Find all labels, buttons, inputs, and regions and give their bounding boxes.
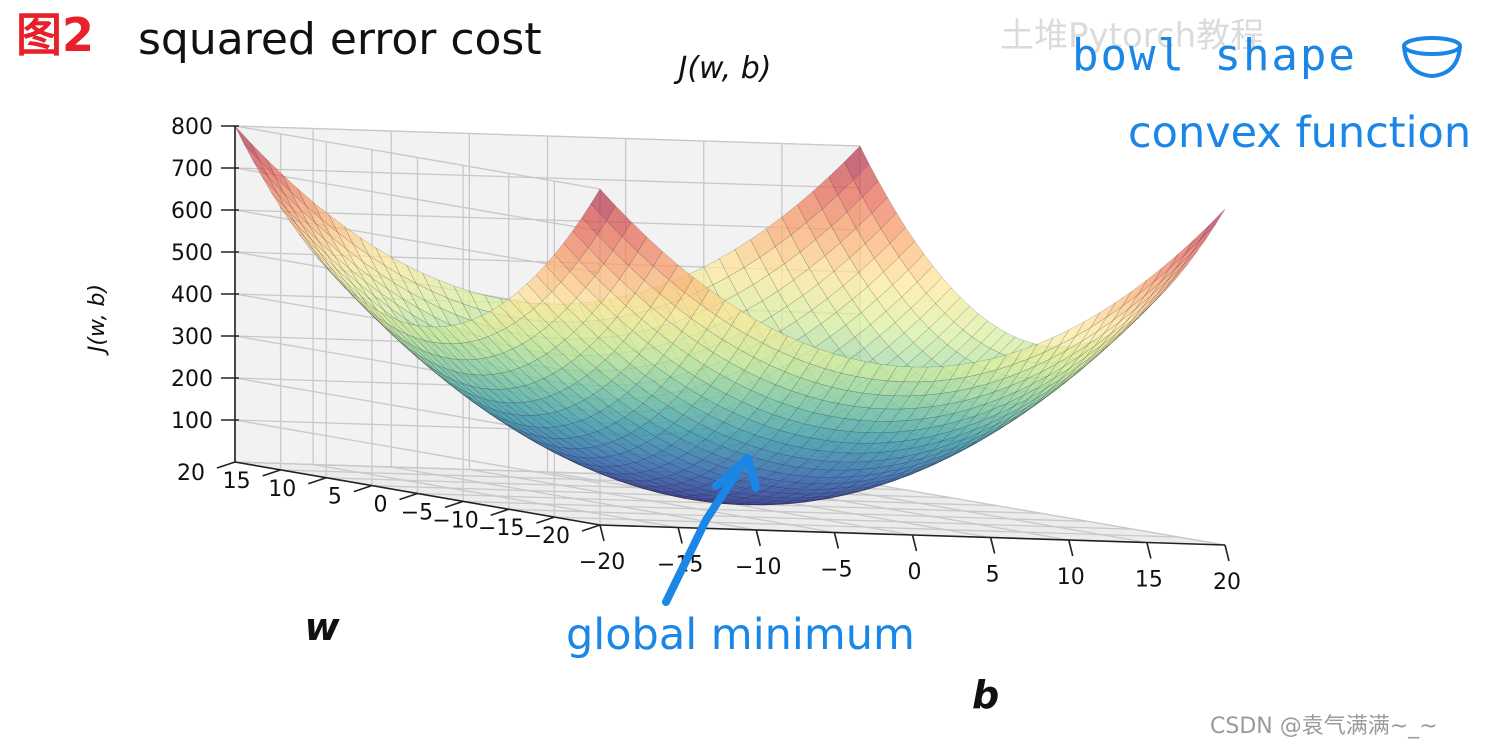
z-tick-label: 300 bbox=[171, 325, 213, 350]
surface-mesh bbox=[234, 125, 1226, 506]
w-tick-label: −20 bbox=[524, 524, 570, 549]
w-tick-label: 15 bbox=[223, 469, 251, 494]
b-tick-label: −5 bbox=[820, 558, 852, 583]
b-tick-label: 5 bbox=[986, 563, 1000, 588]
w-tick-label: 20 bbox=[177, 461, 205, 486]
b-tick-label: 10 bbox=[1057, 565, 1085, 590]
b-tick bbox=[911, 534, 918, 552]
surface-patch bbox=[1190, 223, 1217, 254]
w-tick bbox=[262, 469, 281, 477]
z-tick-label: 500 bbox=[171, 241, 213, 266]
surface-patch bbox=[989, 332, 1016, 354]
b-tick bbox=[677, 527, 683, 544]
w-tick-label: 5 bbox=[328, 485, 342, 510]
csdn-watermark: CSDN @袁气满满~_~ bbox=[1210, 714, 1438, 739]
w-tick-label: −15 bbox=[478, 516, 524, 541]
chart-title: J(w, b) bbox=[674, 51, 772, 86]
surface-patch bbox=[880, 212, 906, 244]
b-tick-label: 0 bbox=[908, 560, 922, 585]
arrow-shaft bbox=[662, 458, 748, 606]
surface-patch bbox=[1172, 250, 1198, 280]
surface-patch bbox=[926, 277, 952, 304]
z-tick-label: 400 bbox=[171, 283, 213, 308]
w-tick bbox=[581, 524, 601, 532]
global-minimum-arrow bbox=[662, 454, 760, 606]
b-tick-label: −10 bbox=[735, 555, 781, 580]
w-tick-label: −5 bbox=[401, 500, 433, 525]
b-tick bbox=[989, 537, 996, 554]
b-tick bbox=[1146, 542, 1152, 559]
arrow-head bbox=[712, 454, 760, 492]
surface-patch bbox=[907, 253, 934, 283]
z-tick-label: 200 bbox=[171, 367, 213, 392]
watermark-top: 土堆Pytorch教程 bbox=[1000, 16, 1265, 56]
axes-front: 100200300400500600700800−20−15−10−505101… bbox=[171, 115, 1241, 595]
w-tick bbox=[216, 461, 236, 469]
figure-tag-text: 图2 bbox=[16, 8, 95, 62]
b-tick bbox=[833, 532, 840, 549]
w-tick bbox=[353, 484, 373, 493]
convex-function-annotation: convex function bbox=[1128, 108, 1472, 158]
z-tick-label: 100 bbox=[171, 409, 213, 434]
b-axis-label: b bbox=[972, 673, 999, 717]
w-tick bbox=[307, 476, 327, 485]
w-tick bbox=[444, 500, 464, 509]
surface-patch bbox=[871, 196, 897, 230]
b-tick bbox=[1067, 539, 1074, 557]
figure-title: squared error cost bbox=[138, 14, 542, 65]
surface-patch bbox=[962, 313, 989, 338]
b-tick-label: 15 bbox=[1135, 568, 1163, 593]
z-axis-label: J(w, b) bbox=[85, 284, 110, 356]
bowl-shape-annotation: bowl shape bbox=[1072, 30, 1357, 81]
z-tick-label: 700 bbox=[171, 157, 213, 182]
surface-patch bbox=[1154, 274, 1180, 302]
global-minimum-annotation: global minimum bbox=[566, 610, 915, 660]
surface-patch bbox=[844, 145, 870, 181]
figure-tag: 图2 bbox=[16, 12, 94, 58]
b-tick bbox=[1224, 544, 1230, 562]
b-tick-label: −20 bbox=[579, 550, 625, 575]
bowl-icon bbox=[1402, 36, 1462, 79]
w-tick bbox=[399, 492, 418, 501]
b-tick-label: 20 bbox=[1213, 570, 1241, 595]
surface-patch bbox=[953, 305, 979, 331]
surface-patch bbox=[1200, 208, 1226, 240]
w-tick-label: −10 bbox=[432, 508, 478, 533]
surface-patch bbox=[898, 240, 925, 271]
surface-patch bbox=[1163, 263, 1189, 291]
surface-patch bbox=[980, 326, 1007, 349]
surface-patch bbox=[917, 265, 943, 294]
w-tick bbox=[536, 516, 555, 524]
z-tick-label: 800 bbox=[171, 115, 213, 140]
w-axis-label: w bbox=[304, 605, 340, 649]
surface-patch bbox=[971, 320, 998, 344]
z-tick-label: 600 bbox=[171, 199, 213, 224]
b-tick bbox=[755, 529, 762, 547]
b-tick bbox=[599, 524, 605, 542]
w-tick bbox=[490, 508, 510, 517]
surface-patch bbox=[944, 296, 970, 323]
w-tick-label: 10 bbox=[268, 477, 296, 502]
w-tick-label: 0 bbox=[374, 493, 388, 518]
